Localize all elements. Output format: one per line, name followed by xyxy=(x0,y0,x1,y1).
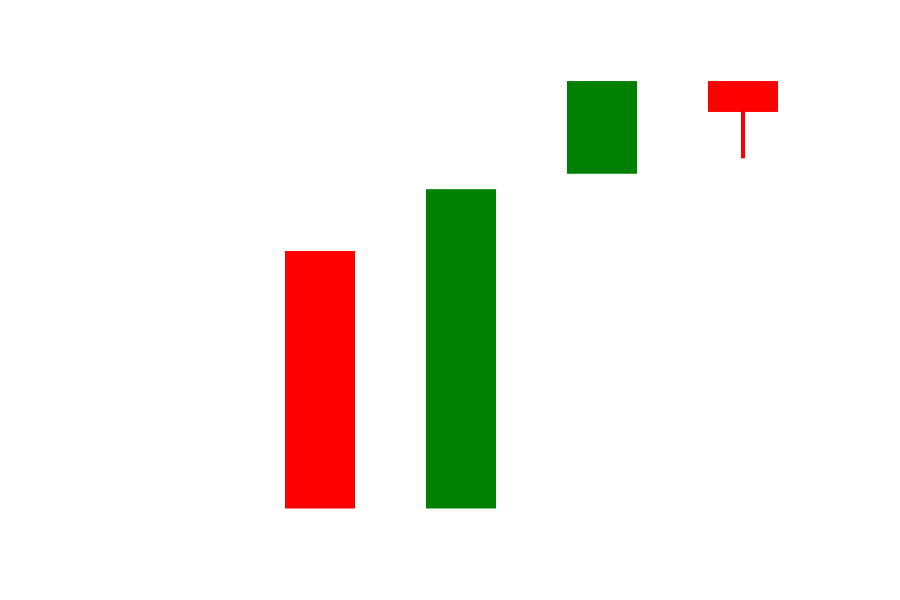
candle-2-body xyxy=(426,189,496,509)
candle-1-body xyxy=(285,251,355,509)
candle-4-body xyxy=(708,81,778,112)
candle-4-wick xyxy=(741,81,745,159)
candles-layer xyxy=(285,81,778,509)
candle-3 xyxy=(567,81,637,174)
candle-3-body xyxy=(567,81,637,174)
candle-4 xyxy=(708,81,778,159)
candle-2 xyxy=(426,189,496,509)
candle-1 xyxy=(285,251,355,509)
